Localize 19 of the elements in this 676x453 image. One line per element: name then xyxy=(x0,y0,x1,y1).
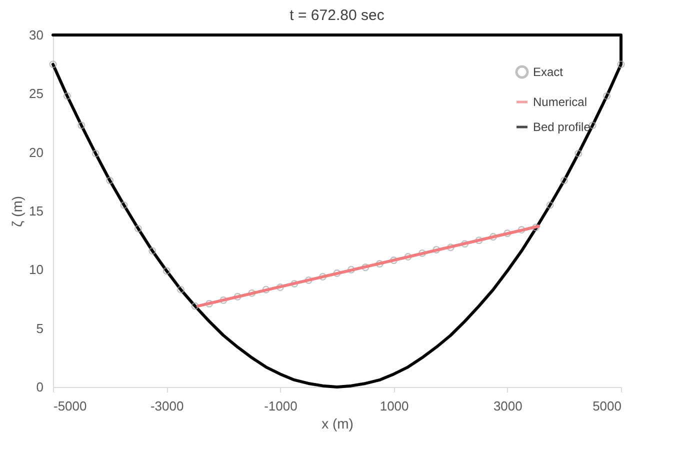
legend-label: Numerical xyxy=(533,95,588,109)
legend-label: Bed profile xyxy=(533,120,591,134)
y-tick-label: 10 xyxy=(29,262,44,278)
y-tick-label: 5 xyxy=(36,320,44,336)
legend-label: Exact xyxy=(533,65,564,79)
x-tick-label: 1000 xyxy=(380,398,409,414)
y-tick-label: 20 xyxy=(29,144,44,160)
x-axis-title: x (m) xyxy=(322,416,354,432)
y-tick-label: 15 xyxy=(29,204,44,218)
y-tick-label: 25 xyxy=(29,86,44,102)
x-tick-label: -5000 xyxy=(54,398,87,414)
chart-title: t = 672.80 sec xyxy=(290,7,385,24)
x-tick-label: 5000 xyxy=(592,398,622,414)
y-tick-label: 30 xyxy=(29,28,44,42)
y-tick-label: 0 xyxy=(36,380,44,394)
x-tick-label: -3000 xyxy=(150,398,184,414)
x-tick-label: -1000 xyxy=(264,398,298,414)
x-tick-label: 3000 xyxy=(493,398,522,414)
y-axis-title: ζ (m) xyxy=(9,196,26,228)
